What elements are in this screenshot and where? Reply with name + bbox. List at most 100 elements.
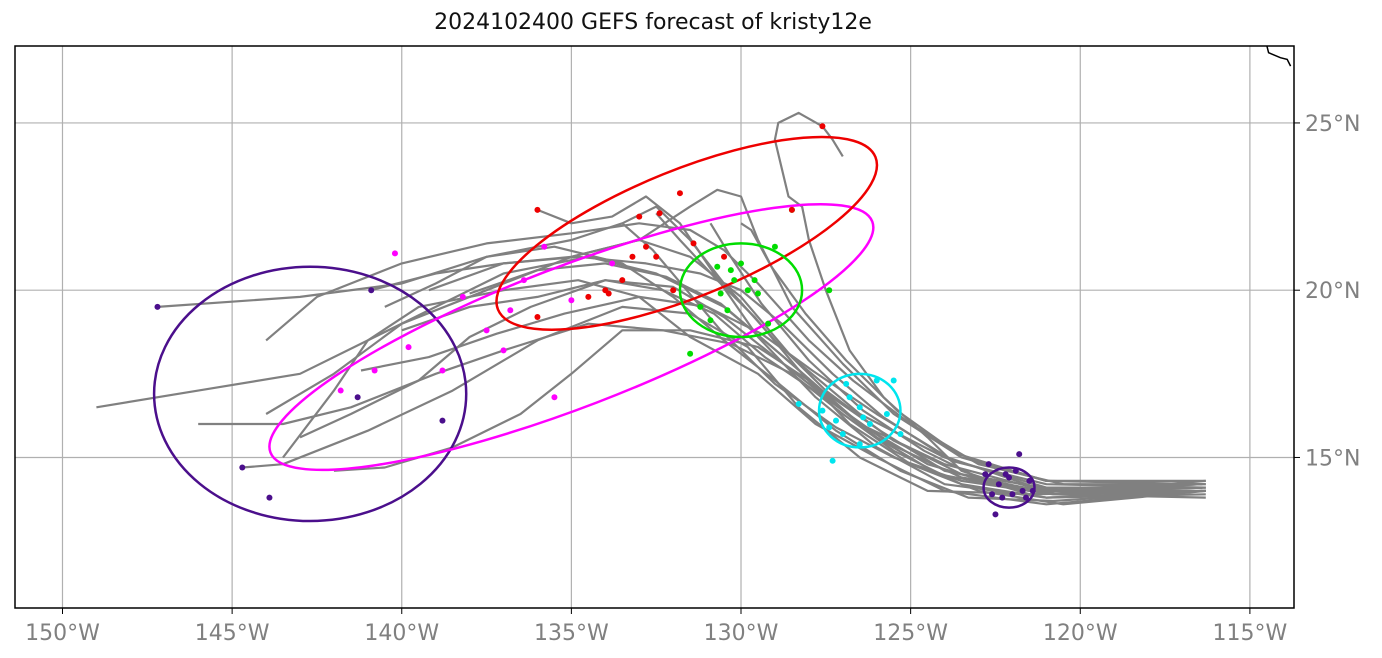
forecast-point-day4	[619, 277, 626, 284]
forecast-point-day4	[534, 313, 541, 320]
forecast-point-day4	[721, 253, 728, 260]
forecast-point-day5	[337, 387, 344, 394]
forecast-point-day3	[717, 290, 724, 297]
forecast-point-day1	[985, 461, 992, 468]
forecast-point-day1	[999, 494, 1006, 501]
forecast-point-day2	[795, 400, 802, 407]
x-tick-label: 115°W	[1213, 621, 1288, 646]
forecast-point-day3	[724, 307, 731, 314]
forecast-point-day1	[992, 511, 999, 518]
forecast-point-day5	[520, 277, 527, 284]
forecast-point-day5	[483, 327, 490, 334]
forecast-point-day1	[1002, 471, 1009, 478]
forecast-point-day2	[883, 410, 890, 417]
forecast-point-day1	[995, 481, 1002, 488]
y-tick-label: 15°N	[1305, 446, 1360, 471]
y-tick-label: 20°N	[1305, 279, 1360, 304]
x-tick-label: 125°W	[873, 621, 948, 646]
forecast-point-day2	[856, 404, 863, 411]
forecast-point-day5	[371, 367, 378, 374]
forecast-point-day4	[656, 210, 663, 217]
forecast-point-day2	[846, 394, 853, 401]
uncertainty-ellipse-day4	[495, 135, 879, 331]
forecast-point-day3	[771, 243, 778, 250]
forecast-point-day2	[829, 457, 836, 464]
ensemble-track	[157, 205, 1203, 492]
forecast-point-day5	[551, 394, 558, 401]
forecast-point-day2	[873, 377, 880, 384]
forecast-point-day2	[843, 380, 850, 387]
ensemble-tracks	[96, 111, 1206, 506]
ensemble-track	[282, 279, 1203, 506]
forecast-point-day6	[266, 494, 273, 501]
forecast-point-day2	[819, 407, 826, 414]
forecast-point-day4	[636, 213, 643, 220]
forecast-point-day6	[239, 464, 246, 471]
forecast-point-day4	[534, 206, 541, 213]
forecast-point-day1	[1016, 451, 1023, 458]
forecast-point-day1	[1012, 467, 1019, 474]
forecast-point-day1	[989, 491, 996, 498]
uncertainty-ellipse-day1	[982, 466, 1036, 509]
ensemble-track	[655, 212, 1206, 506]
ensemble-track	[621, 222, 1206, 499]
uncertainty-ellipse-day2	[817, 372, 902, 449]
forecast-point-day6	[154, 303, 161, 310]
forecast-point-day4	[585, 293, 592, 300]
forecast-point-day2	[860, 414, 867, 421]
forecast-point-day4	[629, 253, 636, 260]
x-tick-label: 145°W	[195, 621, 270, 646]
ensemble-track	[360, 295, 1203, 489]
forecast-point-day2	[866, 421, 873, 428]
forecast-point-day4	[653, 253, 660, 260]
gridlines	[15, 46, 1294, 608]
forecast-point-day1	[1029, 487, 1036, 494]
forecast-point-day4	[605, 290, 612, 297]
ensemble-track	[242, 305, 1203, 496]
forecast-point-day1	[1009, 491, 1016, 498]
forecast-point-day4	[670, 287, 677, 294]
forecast-point-day4	[690, 240, 697, 247]
map-title: 2024102400 GEFS forecast of kristy12e	[434, 10, 872, 35]
ensemble-track	[265, 238, 1206, 489]
x-tick-label: 130°W	[704, 621, 779, 646]
forecast-point-day4	[676, 190, 683, 197]
forecast-point-day5	[541, 243, 548, 250]
forecast-point-day4	[643, 243, 650, 250]
forecast-point-day3	[751, 277, 758, 284]
forecast-point-day3	[707, 317, 714, 324]
uncertainty-ellipse-day5	[268, 202, 875, 472]
forecast-point-day4	[819, 123, 826, 130]
forecast-point-day6	[354, 394, 361, 401]
ensemble-track	[773, 111, 1206, 492]
forecast-point-day5	[500, 347, 507, 354]
forecast-point-day5	[439, 367, 446, 374]
forecast-point-day6	[368, 287, 375, 294]
ensemble-track	[384, 245, 1203, 503]
forecast-point-day5	[391, 250, 398, 257]
forecast-point-day3	[727, 267, 734, 274]
x-tick-label: 150°W	[25, 621, 100, 646]
forecast-point-day2	[856, 441, 863, 448]
ensemble-track	[537, 195, 1206, 499]
forecast-point-day2	[839, 431, 846, 438]
coastline	[1266, 46, 1292, 67]
uncertainty-ellipse-day3	[678, 242, 804, 339]
forecast-point-day5	[507, 307, 514, 314]
forecast-point-day3	[744, 287, 751, 294]
forecast-point-day2	[833, 417, 840, 424]
uncertainty-ellipse-day6	[152, 265, 468, 523]
forecast-point-day2	[826, 424, 833, 431]
y-tick-label: 25°N	[1305, 112, 1360, 137]
forecast-point-day2	[890, 377, 897, 384]
forecast-point-day3	[714, 263, 721, 270]
forecast-point-day1	[982, 471, 989, 478]
forecast-point-day3	[687, 350, 694, 357]
forecast-point-day2	[897, 431, 904, 438]
axis-ticks: 150°W 145°W 140°W 135°W 130°W 125°W 120°W 115°W…	[25, 112, 1360, 646]
forecast-point-day1	[1019, 487, 1026, 494]
forecast-point-day3	[754, 290, 761, 297]
forecast-positions	[154, 123, 1036, 518]
